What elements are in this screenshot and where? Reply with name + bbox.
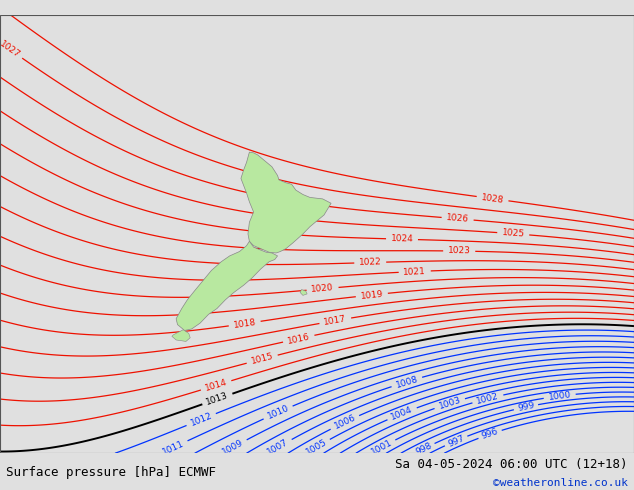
Text: 1014: 1014 [204, 378, 228, 393]
Text: ©weatheronline.co.uk: ©weatheronline.co.uk [493, 478, 628, 488]
Text: 1017: 1017 [323, 314, 347, 327]
Text: 999: 999 [517, 401, 535, 413]
Text: 1024: 1024 [391, 234, 413, 244]
Text: 1022: 1022 [359, 258, 382, 268]
Text: 1010: 1010 [266, 404, 290, 421]
Text: 1028: 1028 [481, 193, 505, 205]
Text: 1016: 1016 [287, 332, 311, 345]
Text: 997: 997 [446, 433, 466, 448]
Text: 1025: 1025 [501, 228, 525, 239]
Text: Surface pressure [hPa] ECMWF: Surface pressure [hPa] ECMWF [6, 466, 216, 479]
Text: 998: 998 [414, 441, 434, 457]
Text: 1007: 1007 [266, 438, 290, 457]
Text: 1027: 1027 [0, 39, 22, 59]
Text: 1015: 1015 [250, 352, 275, 367]
Polygon shape [300, 290, 307, 295]
Text: 1020: 1020 [311, 283, 334, 294]
Text: 1008: 1008 [394, 374, 419, 390]
Text: 1012: 1012 [189, 411, 214, 428]
Text: 1011: 1011 [161, 439, 186, 457]
Text: 1001: 1001 [369, 438, 394, 457]
Text: 1023: 1023 [448, 246, 470, 256]
Polygon shape [172, 330, 190, 342]
Text: 1000: 1000 [548, 390, 572, 402]
Text: 1009: 1009 [221, 438, 245, 457]
Text: 1005: 1005 [304, 438, 328, 457]
Text: 996: 996 [481, 427, 500, 441]
Polygon shape [241, 152, 331, 253]
Text: 1006: 1006 [332, 413, 357, 431]
Text: 1019: 1019 [360, 289, 384, 301]
Text: 1026: 1026 [446, 213, 469, 224]
Text: 1021: 1021 [403, 267, 426, 276]
Text: 1013: 1013 [205, 391, 230, 407]
Polygon shape [176, 241, 278, 330]
Text: 1018: 1018 [233, 318, 257, 330]
Text: Sa 04-05-2024 06:00 UTC (12+18): Sa 04-05-2024 06:00 UTC (12+18) [395, 458, 628, 471]
Text: 1003: 1003 [437, 395, 462, 411]
Text: 1004: 1004 [390, 405, 414, 422]
Text: 1002: 1002 [476, 392, 500, 406]
